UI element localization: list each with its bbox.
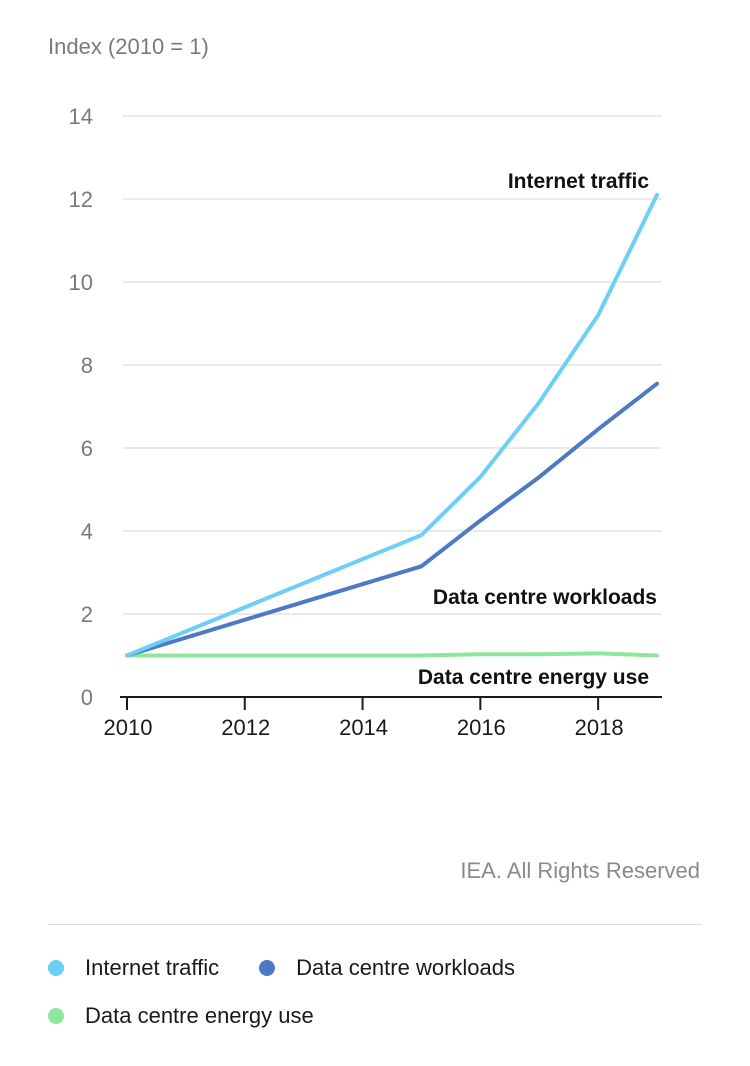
- y-tick-label: 8: [81, 353, 93, 378]
- legend-item-data-centre-energy-use[interactable]: Data centre energy use: [48, 1003, 314, 1029]
- y-tick-label: 14: [69, 104, 93, 129]
- legend: Internet traffic Data centre workloads D…: [48, 955, 708, 1029]
- y-tick-label: 0: [81, 685, 93, 710]
- x-tick-label: 2014: [339, 715, 388, 740]
- series-line-data-centre-workloads: [125, 381, 659, 658]
- x-tick-label: 2016: [457, 715, 506, 740]
- gridlines: [123, 115, 662, 615]
- legend-item-internet-traffic[interactable]: Internet traffic: [48, 955, 219, 981]
- series-line-data-centre-energy-use: [125, 651, 659, 658]
- legend-dot-icon: [259, 960, 276, 976]
- legend-label: Data centre energy use: [85, 1003, 314, 1028]
- legend-divider: [48, 924, 702, 925]
- legend-item-data-centre-workloads[interactable]: Data centre workloads: [259, 955, 515, 981]
- annotation-internet-traffic: Internet traffic: [508, 170, 650, 193]
- x-axis: 2010 2012 2014 2016 2018: [104, 696, 662, 740]
- y-tick-label: 12: [69, 187, 93, 212]
- y-axis-label: Index (2010 = 1): [48, 34, 209, 59]
- legend-dot-icon: [48, 960, 64, 976]
- y-tick-label: 6: [81, 436, 93, 461]
- y-tick-label: 10: [69, 270, 93, 295]
- legend-dot-icon: [48, 1008, 64, 1024]
- x-tick-label: 2018: [575, 715, 624, 740]
- credit-text: IEA. All Rights Reserved: [460, 858, 700, 883]
- series-line-internet-traffic: [125, 192, 659, 658]
- legend-label: Data centre workloads: [296, 955, 515, 980]
- y-tick-labels: 0 2 4 6 8 10 12 14: [69, 104, 93, 710]
- x-tick-label: 2012: [221, 715, 270, 740]
- annotation-data-centre-energy-use: Data centre energy use: [418, 666, 649, 689]
- legend-label: Internet traffic: [85, 955, 220, 980]
- series-lines: [125, 192, 659, 658]
- x-tick-label: 2010: [104, 715, 153, 740]
- y-tick-label: 4: [81, 519, 93, 544]
- y-tick-label: 2: [81, 602, 93, 627]
- annotation-data-centre-workloads: Data centre workloads: [433, 586, 657, 609]
